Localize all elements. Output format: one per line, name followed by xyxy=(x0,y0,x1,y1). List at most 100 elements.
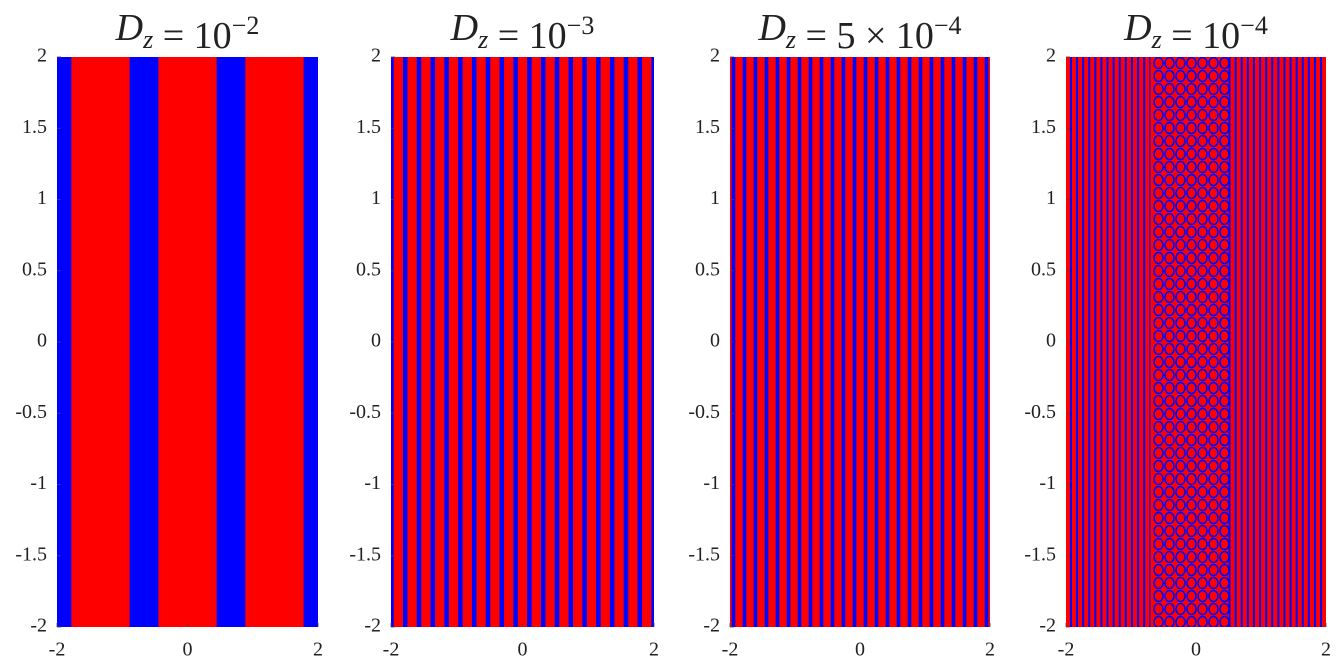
pattern-cell xyxy=(1164,251,1175,265)
pattern-cell xyxy=(1219,186,1230,200)
pattern-cell xyxy=(1208,485,1219,499)
pattern-cell xyxy=(1208,472,1219,486)
y-tick-label: 1.5 xyxy=(22,116,47,138)
pattern-stripe xyxy=(458,57,463,627)
y-tick-label: 1 xyxy=(37,187,47,209)
pattern-cell xyxy=(1186,69,1197,83)
pattern-cell xyxy=(1186,160,1197,174)
y-tick-label: 0 xyxy=(710,330,720,352)
pattern-stripe xyxy=(852,57,857,627)
pattern-cell xyxy=(1208,537,1219,551)
pattern-cell xyxy=(1219,69,1230,83)
pattern-cell xyxy=(1186,264,1197,278)
pattern-stripe xyxy=(499,57,505,627)
pattern-cell xyxy=(1175,238,1186,252)
pattern-stripe xyxy=(402,57,408,627)
pattern-cell xyxy=(1153,589,1164,603)
pattern-cell xyxy=(1208,420,1219,434)
pattern-stripe xyxy=(609,57,615,627)
pattern-stripe xyxy=(907,57,912,627)
pattern-cell xyxy=(1164,225,1175,239)
x-tick-label: 0 xyxy=(518,639,528,661)
pattern-cell xyxy=(1175,251,1186,265)
pattern-cell xyxy=(1219,602,1230,616)
pattern-cell xyxy=(1197,498,1208,512)
pattern-stripe xyxy=(1289,57,1292,627)
x-tick-label: 0 xyxy=(1191,639,1201,661)
pattern-cell xyxy=(1186,589,1197,603)
pattern-cell xyxy=(1153,238,1164,252)
y-tick-label: -0.5 xyxy=(688,401,720,423)
pattern-stripe xyxy=(1307,57,1310,627)
pattern-cell xyxy=(1153,199,1164,213)
pattern-cell xyxy=(1197,82,1208,96)
pattern-cell xyxy=(1197,550,1208,564)
pattern-cell xyxy=(1186,550,1197,564)
pattern-cell xyxy=(1164,57,1175,70)
pattern-cell xyxy=(1197,238,1208,252)
pattern-cell xyxy=(1197,121,1208,135)
y-tick-label: 2 xyxy=(37,45,47,67)
pattern-cell xyxy=(1153,108,1164,122)
pattern-cell xyxy=(1208,381,1219,395)
pattern-cell xyxy=(1153,459,1164,473)
pattern-stripe xyxy=(775,57,780,627)
pattern-cell xyxy=(1153,316,1164,330)
panel: Dz = 10−3 -2 -1.5 -1 -0.5 0 0.5 1 1.5 2 -2 0 2 xyxy=(349,7,659,661)
pattern-stripe xyxy=(513,57,518,627)
pattern-cell xyxy=(1153,446,1164,460)
pattern-cell xyxy=(1175,589,1186,603)
pattern-cell xyxy=(1186,121,1197,135)
pattern-image xyxy=(730,57,990,627)
y-tick-label: 0 xyxy=(1046,330,1056,352)
pattern-cell xyxy=(1197,199,1208,213)
pattern-cell xyxy=(1208,212,1219,226)
pattern-cell xyxy=(1186,186,1197,200)
y-tick-label: 0.5 xyxy=(356,258,381,280)
pattern-cell xyxy=(1164,329,1175,343)
pattern-stripe xyxy=(527,57,532,627)
pattern-cell xyxy=(1197,160,1208,174)
pattern-cell xyxy=(1219,316,1230,330)
pattern-stripe xyxy=(1100,57,1103,627)
pattern-cell xyxy=(1186,251,1197,265)
pattern-cell xyxy=(1208,69,1219,83)
pattern-cell xyxy=(1153,173,1164,187)
pattern-cell xyxy=(1186,108,1197,122)
pattern-cell xyxy=(1197,316,1208,330)
pattern-cell xyxy=(1164,459,1175,473)
pattern-cell xyxy=(1208,316,1219,330)
y-tick-label: 1 xyxy=(710,187,720,209)
pattern-cell xyxy=(1153,368,1164,382)
pattern-cell xyxy=(1197,420,1208,434)
pattern-cell xyxy=(1197,147,1208,161)
pattern-cell xyxy=(1175,186,1186,200)
pattern-cell xyxy=(1219,277,1230,291)
pattern-cell xyxy=(1208,57,1219,70)
pattern-cell xyxy=(1175,160,1186,174)
pattern-cell xyxy=(1153,251,1164,265)
pattern-cell xyxy=(1164,498,1175,512)
pattern-cell xyxy=(1153,121,1164,135)
pattern-cell xyxy=(1208,602,1219,616)
pattern-cell xyxy=(1219,173,1230,187)
pattern-cell xyxy=(1197,537,1208,551)
pattern-cell xyxy=(1197,251,1208,265)
pattern-cell xyxy=(1197,511,1208,525)
pattern-cell xyxy=(1153,82,1164,96)
pattern-cell xyxy=(1186,82,1197,96)
y-tick-label: -2 xyxy=(30,615,47,637)
pattern-stripe xyxy=(1271,57,1274,627)
pattern-cell xyxy=(1164,173,1175,187)
pattern-cell xyxy=(1186,602,1197,616)
pattern-cell xyxy=(1175,82,1186,96)
pattern-cell xyxy=(1208,186,1219,200)
y-tick-label: 2 xyxy=(710,45,720,67)
pattern-cell xyxy=(1197,381,1208,395)
pattern-cell xyxy=(1186,537,1197,551)
pattern-cell xyxy=(1208,433,1219,447)
pattern-cell xyxy=(1186,472,1197,486)
y-tick-label: 0.5 xyxy=(1031,258,1056,280)
pattern-cell xyxy=(1219,576,1230,590)
pattern-cell xyxy=(1153,524,1164,538)
